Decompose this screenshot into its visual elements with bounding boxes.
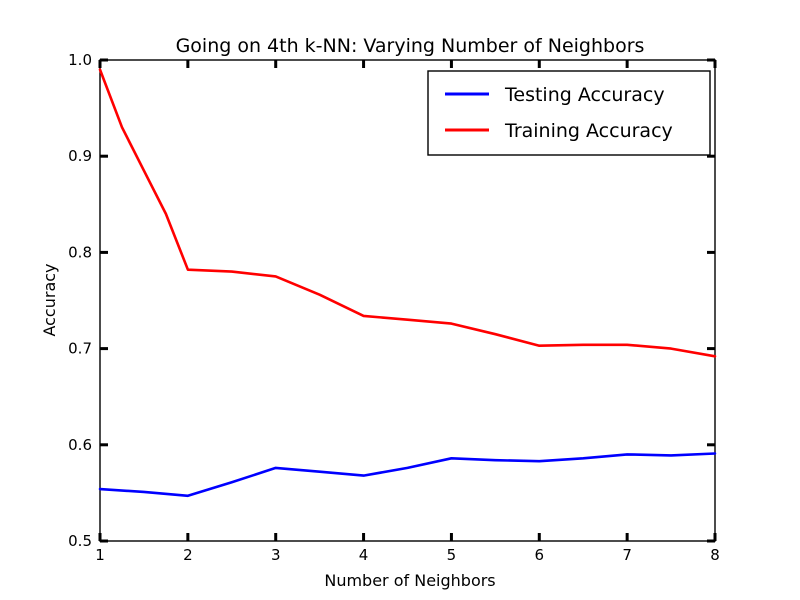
x-tick-label: 2 bbox=[183, 546, 193, 564]
y-tick-label: 0.9 bbox=[68, 147, 92, 165]
x-tick-label: 6 bbox=[535, 546, 545, 564]
y-axis-label: Accuracy bbox=[40, 263, 59, 336]
x-tick-label: 1 bbox=[95, 546, 105, 564]
x-axis-label: Number of Neighbors bbox=[324, 571, 495, 590]
x-axis-ticks: 1 2 3 4 5 6 7 8 bbox=[95, 60, 720, 564]
y-tick-label: 0.5 bbox=[68, 532, 92, 550]
y-tick-label: 0.8 bbox=[68, 243, 92, 261]
x-tick-label: 7 bbox=[622, 546, 632, 564]
plot-frame bbox=[99, 59, 716, 542]
legend-label-testing: Testing Accuracy bbox=[504, 84, 665, 106]
x-tick-label: 4 bbox=[359, 546, 369, 564]
y-tick-label: 0.7 bbox=[68, 340, 92, 358]
legend-label-training: Training Accuracy bbox=[504, 120, 673, 142]
y-axis-ticks: 0.5 0.6 0.7 0.8 0.9 1.0 bbox=[68, 51, 715, 550]
x-tick-label: 5 bbox=[447, 546, 457, 564]
y-tick-label: 0.6 bbox=[68, 436, 92, 454]
series-lines bbox=[98, 68, 717, 498]
series-line-testing bbox=[98, 452, 717, 498]
y-tick-label: 1.0 bbox=[68, 51, 92, 69]
legend: Testing Accuracy Training Accuracy bbox=[427, 70, 711, 156]
x-tick-label: 3 bbox=[271, 546, 281, 564]
legend-box bbox=[427, 70, 711, 156]
x-tick-label: 8 bbox=[710, 546, 720, 564]
series-line-training bbox=[98, 68, 717, 358]
chart-title: Going on 4th k-NN: Varying Number of Nei… bbox=[176, 35, 645, 57]
plot-area-border bbox=[99, 59, 716, 542]
